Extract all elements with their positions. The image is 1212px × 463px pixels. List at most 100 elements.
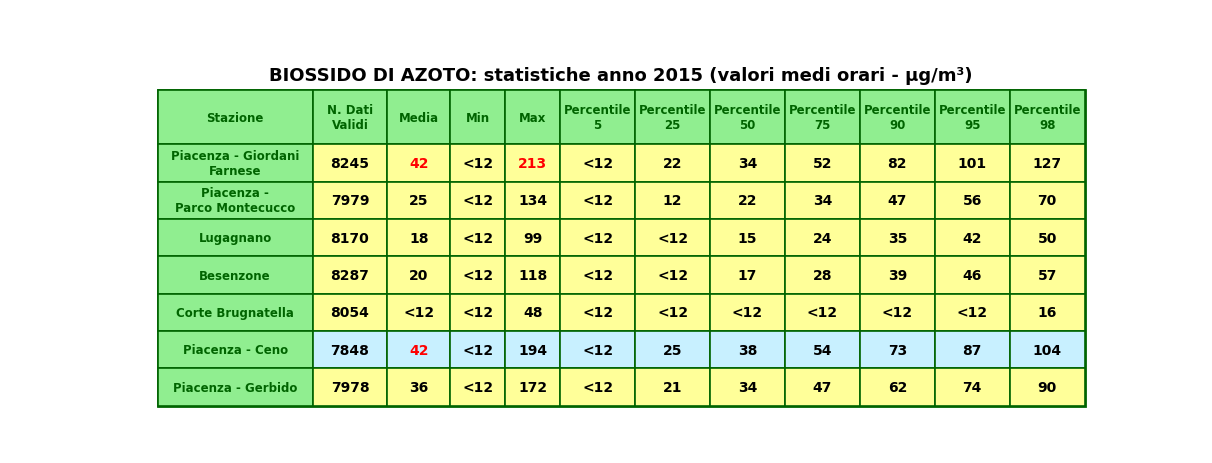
Bar xyxy=(505,294,560,332)
Text: 7848: 7848 xyxy=(331,343,370,357)
Text: 194: 194 xyxy=(519,343,548,357)
Text: 25: 25 xyxy=(410,194,429,208)
Text: 52: 52 xyxy=(813,156,833,170)
Bar xyxy=(158,182,313,219)
Text: Min: Min xyxy=(465,112,490,125)
Bar xyxy=(451,257,505,294)
Text: 18: 18 xyxy=(410,231,429,245)
Bar xyxy=(710,145,785,182)
Text: 172: 172 xyxy=(519,380,548,394)
Bar xyxy=(635,332,710,369)
Bar xyxy=(934,219,1010,257)
Text: Percentile
90: Percentile 90 xyxy=(864,104,931,132)
Text: Percentile
50: Percentile 50 xyxy=(714,104,782,132)
Text: 82: 82 xyxy=(887,156,907,170)
Text: Percentile
95: Percentile 95 xyxy=(938,104,1006,132)
Bar xyxy=(1010,332,1085,369)
Text: 213: 213 xyxy=(519,156,548,170)
Bar xyxy=(785,369,859,406)
Text: <12: <12 xyxy=(462,306,493,320)
Bar xyxy=(1010,145,1085,182)
Text: <12: <12 xyxy=(657,306,688,320)
Text: 25: 25 xyxy=(663,343,682,357)
Bar xyxy=(158,145,313,182)
Text: <12: <12 xyxy=(882,306,913,320)
Text: 8170: 8170 xyxy=(331,231,370,245)
Text: 42: 42 xyxy=(962,231,982,245)
Text: 15: 15 xyxy=(738,231,758,245)
Text: <12: <12 xyxy=(462,269,493,282)
Bar xyxy=(710,294,785,332)
Text: Piacenza - Gerbido: Piacenza - Gerbido xyxy=(173,381,297,394)
Text: 104: 104 xyxy=(1033,343,1062,357)
Text: 17: 17 xyxy=(738,269,758,282)
Text: Percentile
25: Percentile 25 xyxy=(639,104,707,132)
Bar xyxy=(313,369,388,406)
Bar xyxy=(859,294,934,332)
Bar xyxy=(505,257,560,294)
Text: 34: 34 xyxy=(738,380,758,394)
Text: 21: 21 xyxy=(663,380,682,394)
Bar xyxy=(859,182,934,219)
Bar xyxy=(859,257,934,294)
Text: 38: 38 xyxy=(738,343,758,357)
Text: <12: <12 xyxy=(657,269,688,282)
Text: 118: 118 xyxy=(518,269,548,282)
Bar xyxy=(934,369,1010,406)
Bar xyxy=(785,294,859,332)
Bar xyxy=(505,369,560,406)
Bar xyxy=(1010,257,1085,294)
Text: 70: 70 xyxy=(1037,194,1057,208)
Text: 46: 46 xyxy=(962,269,982,282)
Text: 54: 54 xyxy=(813,343,833,357)
Bar xyxy=(934,332,1010,369)
Text: Percentile
75: Percentile 75 xyxy=(789,104,856,132)
Bar xyxy=(1010,219,1085,257)
Text: 8054: 8054 xyxy=(331,306,370,320)
Bar xyxy=(388,257,451,294)
Text: Lugagnano: Lugagnano xyxy=(199,232,271,244)
Bar xyxy=(785,219,859,257)
Text: 47: 47 xyxy=(887,194,907,208)
Bar xyxy=(635,219,710,257)
Bar xyxy=(710,257,785,294)
Text: 57: 57 xyxy=(1037,269,1057,282)
Text: 8287: 8287 xyxy=(331,269,370,282)
Bar xyxy=(635,369,710,406)
Text: 134: 134 xyxy=(519,194,548,208)
Text: BIOSSIDO DI AZOTO: statistiche anno 2015 (valori medi orari - μg/m³): BIOSSIDO DI AZOTO: statistiche anno 2015… xyxy=(269,67,973,85)
Bar xyxy=(451,369,505,406)
Text: Besenzone: Besenzone xyxy=(199,269,271,282)
Bar xyxy=(1010,369,1085,406)
Bar xyxy=(505,145,560,182)
Bar xyxy=(158,219,313,257)
Bar xyxy=(451,294,505,332)
Bar xyxy=(934,182,1010,219)
Bar xyxy=(388,91,451,145)
Text: 7979: 7979 xyxy=(331,194,370,208)
Bar xyxy=(313,91,388,145)
Text: 99: 99 xyxy=(524,231,543,245)
Text: 20: 20 xyxy=(410,269,429,282)
Bar xyxy=(560,294,635,332)
Bar xyxy=(158,294,313,332)
Text: 87: 87 xyxy=(962,343,982,357)
Bar xyxy=(313,332,388,369)
Bar xyxy=(859,145,934,182)
Bar xyxy=(710,182,785,219)
Bar xyxy=(635,145,710,182)
Bar xyxy=(635,182,710,219)
Text: 35: 35 xyxy=(887,231,907,245)
Bar xyxy=(451,182,505,219)
Bar xyxy=(505,91,560,145)
Bar xyxy=(505,219,560,257)
Bar xyxy=(710,369,785,406)
Text: 73: 73 xyxy=(887,343,907,357)
Bar xyxy=(388,182,451,219)
Bar xyxy=(505,182,560,219)
Text: Piacenza -
Parco Montecucco: Piacenza - Parco Montecucco xyxy=(175,187,296,215)
Bar xyxy=(635,257,710,294)
Bar xyxy=(560,219,635,257)
Text: <12: <12 xyxy=(404,306,434,320)
Bar xyxy=(635,294,710,332)
